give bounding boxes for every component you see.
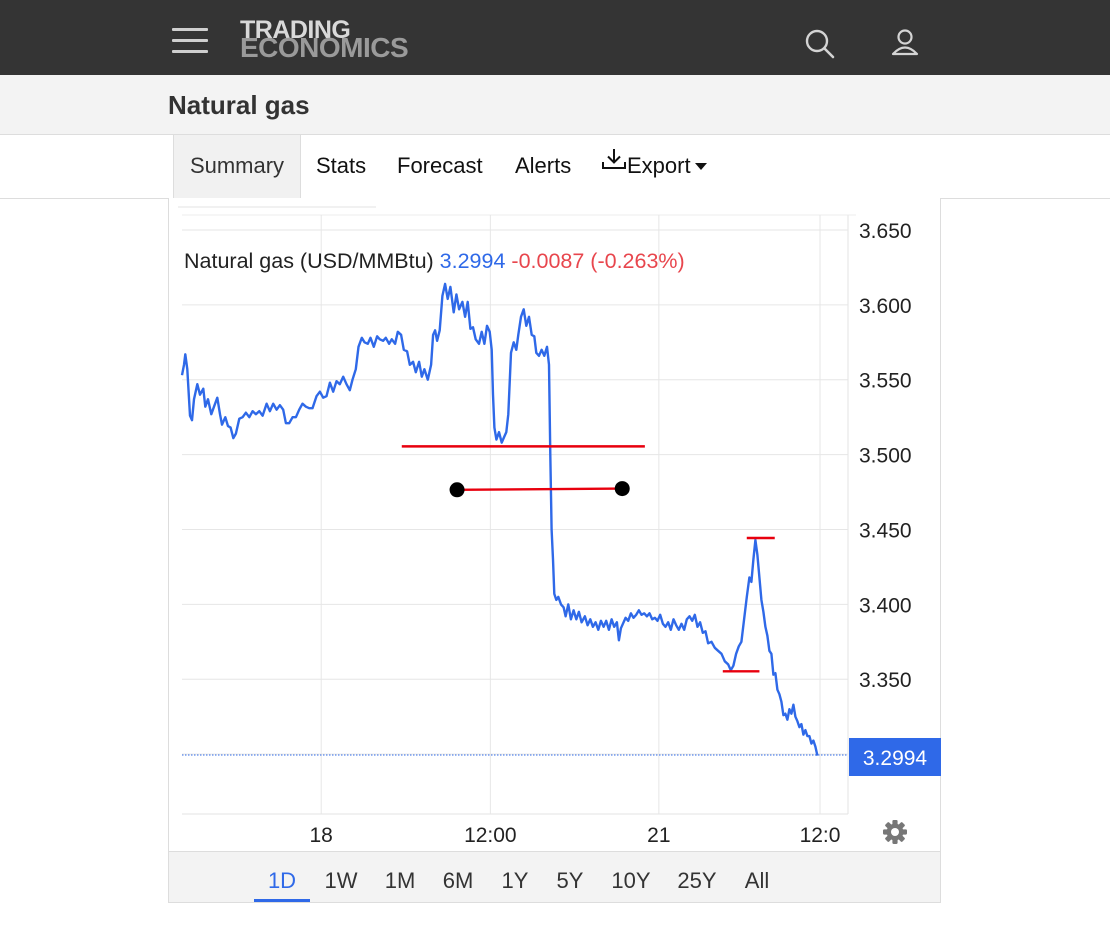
series-layer <box>180 282 819 756</box>
range-1m[interactable]: 1M <box>384 868 416 893</box>
y-tick-label: 3.600 <box>859 295 912 318</box>
x-tick-label: 12:00 <box>464 824 517 847</box>
tab-forecast[interactable]: Forecast <box>397 153 483 178</box>
section-tabs: Summary Stats Forecast Alerts Export <box>0 135 1110 199</box>
tab-export[interactable]: Export <box>601 135 707 198</box>
chart-grid <box>178 206 856 815</box>
range-1w[interactable]: 1W <box>324 868 358 893</box>
y-tick-label: 3.450 <box>859 519 912 542</box>
range-1d[interactable]: 1D <box>254 852 310 902</box>
y-tick-label: 3.500 <box>859 445 912 468</box>
trend-line-start-handle[interactable] <box>449 482 465 498</box>
legend-series-name: Natural gas (USD/MMBtu) <box>184 249 440 273</box>
logo-line-2: ECONOMICS <box>240 32 409 63</box>
last-price-label-box <box>849 737 941 776</box>
x-tick-label: 18 <box>310 824 333 847</box>
x-axis: 18 12:00 21 12:0 <box>310 824 841 847</box>
caret-down-icon <box>694 133 707 195</box>
range-6m[interactable]: 6M <box>442 868 474 893</box>
site-logo[interactable]: TRADING ECONOMICS <box>240 16 409 63</box>
search-icon[interactable] <box>804 28 836 60</box>
natural-gas-price-line[interactable] <box>180 282 819 756</box>
export-label: Export <box>627 153 691 178</box>
legend-text: Natural gas (USD/MMBtu) 3.2994 -0.0087 (… <box>184 249 685 273</box>
legend-change: -0.0087 (-0.263%) <box>511 249 684 273</box>
y-axis: 3.350 3.400 3.450 3.500 3.550 3.600 3.650 <box>859 220 912 692</box>
page-title: Natural gas <box>168 90 310 120</box>
annotation-layer <box>401 445 775 673</box>
y-tick-label: 3.550 <box>859 370 912 393</box>
range-5y[interactable]: 5Y <box>556 868 584 893</box>
last-price-label-group: 3.2994 <box>849 737 941 776</box>
x-tick-label: 12:0 <box>800 824 841 847</box>
trend-annotation-line[interactable] <box>457 487 623 491</box>
range-10y[interactable]: 10Y <box>611 868 651 893</box>
top-navigation-bar: TRADING ECONOMICS <box>0 0 1110 75</box>
logo-line-1: TRADING <box>240 16 351 44</box>
range-25y[interactable]: 25Y <box>677 868 717 893</box>
range-selector: 1D 1W 1M 6M 1Y 5Y 10Y 25Y All <box>168 851 941 903</box>
download-icon <box>601 133 627 195</box>
user-icon[interactable] <box>889 28 921 60</box>
last-price-label: 3.2994 <box>863 747 928 770</box>
y-tick-label: 3.650 <box>859 220 912 243</box>
tab-alerts[interactable]: Alerts <box>515 153 572 178</box>
chart-legend: Natural gas (USD/MMBtu) 3.2994 -0.0087 (… <box>184 249 685 273</box>
y-tick-label: 3.400 <box>859 594 912 617</box>
range-all[interactable]: All <box>744 868 770 893</box>
range-1y[interactable]: 1Y <box>501 868 529 893</box>
legend-last-value: 3.2994 <box>440 249 512 273</box>
y-tick-label: 3.350 <box>859 669 912 692</box>
trend-line-end-handle[interactable] <box>614 481 630 497</box>
gear-icon[interactable] <box>881 818 909 846</box>
x-tick-label: 21 <box>647 824 670 847</box>
title-bar: Natural gas <box>0 75 1110 135</box>
hamburger-menu-icon[interactable] <box>172 26 210 54</box>
tab-stats[interactable]: Stats <box>316 153 367 178</box>
tab-summary[interactable]: Summary <box>173 135 301 198</box>
